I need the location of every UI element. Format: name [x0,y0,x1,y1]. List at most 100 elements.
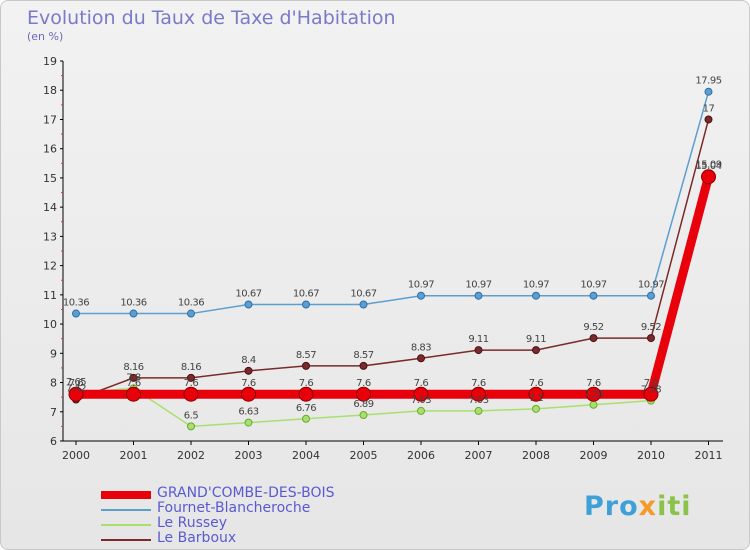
data-label: 10.67 [293,288,319,299]
y-tick-label: 12 [43,260,57,273]
data-point [241,386,256,402]
data-point [359,361,368,370]
data-point [298,386,314,402]
data-point [417,354,425,363]
data-point [474,346,483,355]
data-label: 7.6 [356,378,371,389]
data-point [187,373,195,382]
data-label: 10.97 [580,280,606,291]
data-point [417,406,425,415]
data-label: 7.6 [184,378,199,389]
x-tick-label: 2003 [235,449,263,462]
data-label: 10.97 [408,280,434,291]
y-tick-label: 13 [43,230,57,243]
y-tick-label: 11 [43,289,57,302]
data-point [532,291,540,300]
data-label: 7.6 [241,378,256,389]
legend-label: Le Russey [157,515,228,531]
data-label: 6.5 [184,410,199,421]
data-label: 8.4 [241,355,256,366]
data-label: 7.42 [66,383,86,394]
data-point [528,386,544,402]
x-tick-label: 2000 [62,449,90,462]
data-label: 15.04 [695,161,721,172]
proxiti-logo: Proxiti [584,491,692,522]
data-label: 8.16 [181,362,201,373]
data-label: 8.16 [123,362,143,373]
data-point [244,418,253,427]
data-point [302,361,310,370]
data-label: 9.52 [641,322,661,333]
data-label: 7.24 [583,389,603,400]
data-point [302,300,310,309]
legend-swatch [101,524,151,526]
data-label: 10.97 [638,280,664,291]
data-point [302,414,310,423]
data-label: 8.83 [411,342,431,353]
data-label: 7.6 [644,378,659,389]
data-label: 10.67 [235,288,261,299]
data-label: 7.6 [126,378,141,389]
data-point [356,386,371,402]
data-label: 7.6 [299,378,314,389]
x-tick-label: 2006 [407,449,435,462]
data-point [589,400,598,409]
x-tick-label: 2002 [177,449,205,462]
data-label: 7.6 [529,378,544,389]
y-tick-label: 8 [50,377,57,390]
x-tick-label: 2001 [120,449,148,462]
series-line [75,175,710,428]
y-tick-label: 9 [50,347,57,360]
chart-title: Evolution du Taux de Taxe d'Habitation [27,7,396,29]
y-tick-label: 18 [43,84,57,97]
data-label: 6.76 [296,403,316,414]
data-label: 10.36 [178,298,204,309]
data-label: 8.57 [353,350,373,361]
data-label: 7.1 [529,393,544,404]
data-point [413,386,429,402]
y-tick-label: 6 [50,435,57,448]
legend-swatch [101,491,151,499]
data-label: 10.67 [350,288,376,299]
legend-swatch [101,509,151,511]
data-point [359,300,368,309]
data-point [532,404,540,413]
data-point [474,406,483,415]
data-label: 10.97 [523,280,549,291]
data-point [589,291,598,300]
data-label: 7.6 [586,378,601,389]
data-label: 10.36 [63,298,89,309]
x-tick-label: 2005 [350,449,378,462]
data-label: 17.95 [695,76,721,87]
data-label: 10.36 [120,298,146,309]
data-point [647,334,655,343]
data-point [647,291,655,300]
data-label: 6.89 [353,399,373,410]
data-point [643,386,659,402]
y-tick-label: 7 [50,406,57,419]
data-label: 7.8 [126,372,141,383]
data-label: 15.09 [695,159,721,170]
x-tick-label: 2007 [465,449,493,462]
data-label: 8.57 [296,350,316,361]
data-label: 9.11 [526,334,546,345]
series-line [75,119,710,401]
data-point [471,386,486,402]
data-point [532,346,540,355]
data-point [129,309,138,318]
data-point [701,169,716,185]
data-label: 10.97 [465,280,491,291]
series-line [76,91,710,315]
data-point [187,422,195,431]
x-tick-label: 2008 [522,449,550,462]
chart-unit: (en %) [27,30,64,43]
data-label: 9.11 [468,334,488,345]
legend-swatch [101,539,151,541]
data-point [72,309,80,318]
legend-label: Fournet-Blancheroche [157,500,311,516]
data-point [126,386,141,402]
data-label: 7.38 [641,385,661,396]
y-tick-label: 14 [43,201,57,214]
